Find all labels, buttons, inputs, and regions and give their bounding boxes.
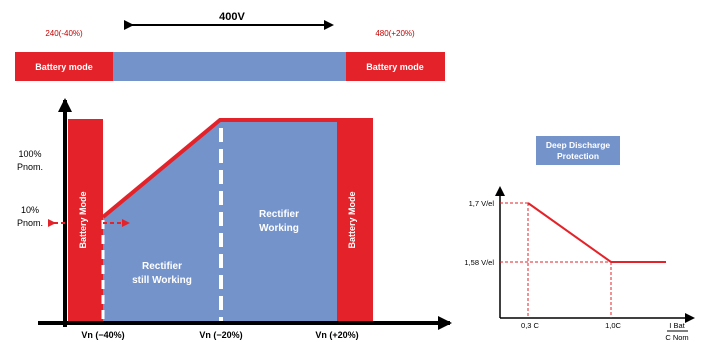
x-tick-vn-minus20: Vn (−20%) bbox=[199, 330, 242, 340]
y-label-100-unit: Pnom. bbox=[17, 162, 43, 172]
y-label-10-unit: Pnom. bbox=[17, 218, 43, 228]
y-label-10: 10% bbox=[21, 205, 39, 215]
dd-x-axis-label-bottom: C Nom bbox=[665, 333, 688, 342]
rectifier-still-working-line2: still Working bbox=[132, 275, 192, 286]
y-label-100: 100% bbox=[18, 149, 41, 159]
lower-limit-label: 240(-40%) bbox=[45, 29, 83, 38]
left-battery-mode-vertical-label: Battery Mode bbox=[78, 191, 88, 248]
nominal-voltage-label: 400V bbox=[219, 11, 245, 23]
rectifier-still-working-line1: Rectifier bbox=[142, 261, 182, 272]
right-battery-mode-label: Battery mode bbox=[366, 62, 424, 72]
dd-x-tick-03c: 0,3 C bbox=[521, 321, 540, 330]
rectifier-working-line2: Working bbox=[259, 223, 299, 234]
dd-y-label-low: 1,58 V/el bbox=[464, 258, 494, 267]
deep-discharge-title-line2: Protection bbox=[557, 151, 599, 161]
left-battery-mode-label: Battery mode bbox=[35, 62, 93, 72]
right-battery-mode-segment bbox=[346, 52, 445, 81]
dd-x-axis-label-top: I Bat bbox=[669, 321, 685, 330]
rectifier-working-line1: Rectifier bbox=[259, 209, 299, 220]
dd-x-tick-10c: 1,0C bbox=[605, 321, 621, 330]
right-battery-mode-vertical-label: Battery Mode bbox=[347, 191, 357, 248]
dd-voltage-curve bbox=[527, 202, 666, 263]
top-range-bar: 400V 240(-40%) 480(+20%) Battery mode Ba… bbox=[15, 11, 445, 81]
deep-discharge-title-box bbox=[536, 136, 620, 165]
power-limit-line bbox=[101, 118, 373, 219]
x-tick-vn-plus20: Vn (+20%) bbox=[315, 330, 358, 340]
left-battery-mode-segment bbox=[15, 52, 113, 81]
deep-discharge-title-line1: Deep Discharge bbox=[546, 140, 611, 150]
dd-y-label-high: 1,7 V/el bbox=[469, 199, 495, 208]
right-battery-column bbox=[337, 119, 373, 322]
upper-limit-label: 480(+20%) bbox=[375, 29, 415, 38]
x-tick-vn-minus40: Vn (−40%) bbox=[81, 330, 124, 340]
main-load-chart: 100% Pnom. 10% Pnom. Battery Mode Batter… bbox=[17, 98, 452, 340]
rectifier-range-segment bbox=[113, 52, 346, 81]
deep-discharge-chart: Deep Discharge Protection 1,7 V/el 1,58 … bbox=[464, 136, 695, 342]
